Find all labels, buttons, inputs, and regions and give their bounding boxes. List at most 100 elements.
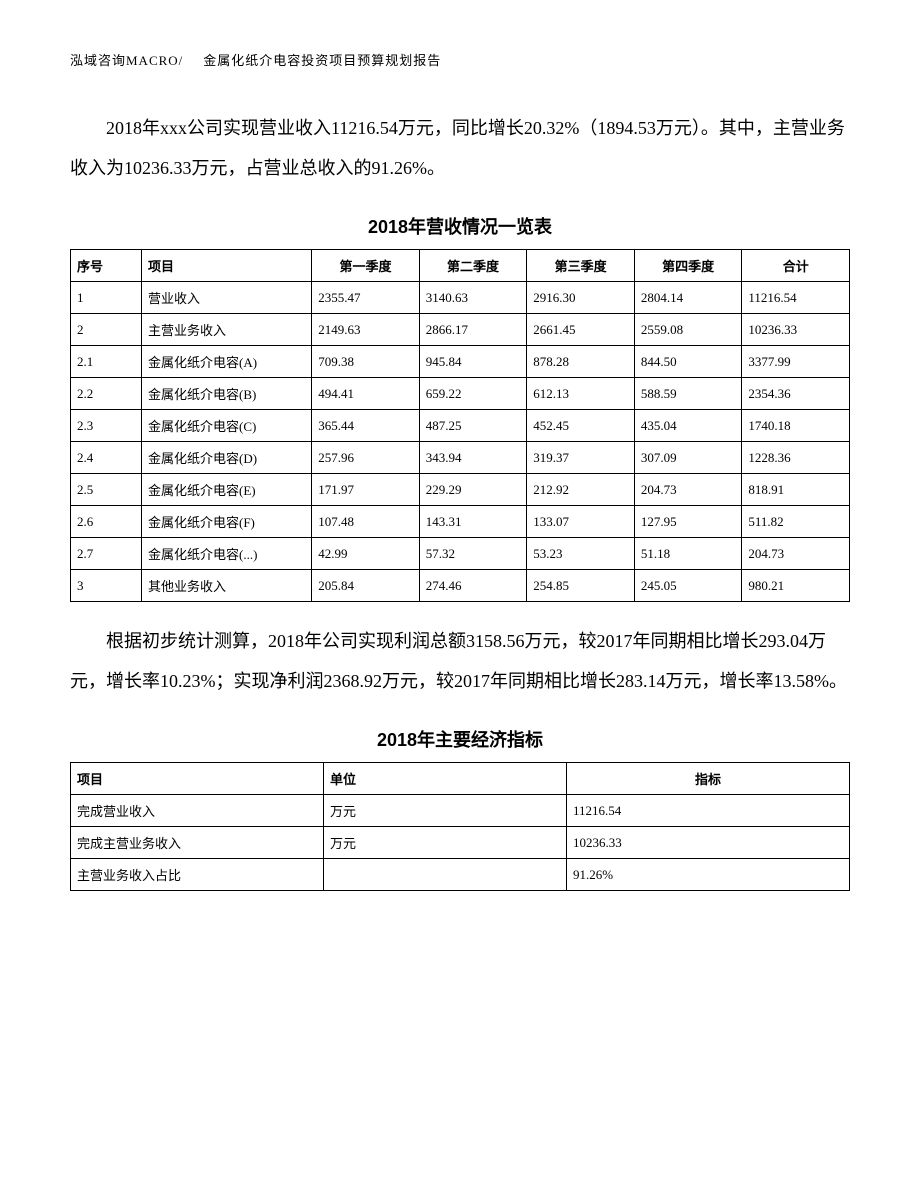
table-cell: 133.07 [527, 506, 635, 538]
table-cell: 金属化纸介电容(A) [142, 346, 312, 378]
col-item: 项目 [71, 763, 324, 795]
table-row: 1营业收入2355.473140.632916.302804.1411216.5… [71, 282, 850, 314]
col-indicator: 指标 [567, 763, 850, 795]
table-cell: 127.95 [634, 506, 742, 538]
table-cell: 980.21 [742, 570, 850, 602]
table-cell: 307.09 [634, 442, 742, 474]
table-cell: 204.73 [634, 474, 742, 506]
table-cell: 2 [71, 314, 142, 346]
table-cell: 1 [71, 282, 142, 314]
table-cell: 494.41 [312, 378, 420, 410]
table2-title: 2018年主要经济指标 [70, 726, 850, 752]
table-cell: 金属化纸介电容(B) [142, 378, 312, 410]
table-row: 2.2金属化纸介电容(B)494.41659.22612.13588.59235… [71, 378, 850, 410]
col-q4: 第四季度 [634, 250, 742, 282]
table-cell: 万元 [324, 795, 567, 827]
table-cell: 金属化纸介电容(F) [142, 506, 312, 538]
table-cell: 主营业务收入占比 [71, 859, 324, 891]
header-company: 泓域咨询MACRO/ [70, 53, 183, 68]
table-cell: 487.25 [419, 410, 527, 442]
table-row: 2.4金属化纸介电容(D)257.96343.94319.37307.09122… [71, 442, 850, 474]
table-cell: 274.46 [419, 570, 527, 602]
header-doc-title: 金属化纸介电容投资项目预算规划报告 [203, 53, 441, 68]
col-q2: 第二季度 [419, 250, 527, 282]
table-cell: 10236.33 [742, 314, 850, 346]
table-cell: 57.32 [419, 538, 527, 570]
table-cell: 588.59 [634, 378, 742, 410]
table-cell: 2355.47 [312, 282, 420, 314]
col-item: 项目 [142, 250, 312, 282]
table-cell: 2661.45 [527, 314, 635, 346]
table-cell: 2.4 [71, 442, 142, 474]
table-cell: 319.37 [527, 442, 635, 474]
table-cell: 945.84 [419, 346, 527, 378]
table-row: 2.1金属化纸介电容(A)709.38945.84878.28844.50337… [71, 346, 850, 378]
table-cell: 452.45 [527, 410, 635, 442]
table-cell: 435.04 [634, 410, 742, 442]
table-cell: 709.38 [312, 346, 420, 378]
table-cell: 205.84 [312, 570, 420, 602]
table-row: 完成主营业务收入万元10236.33 [71, 827, 850, 859]
table-cell: 万元 [324, 827, 567, 859]
table-cell: 143.31 [419, 506, 527, 538]
table-row: 3其他业务收入205.84274.46254.85245.05980.21 [71, 570, 850, 602]
table-row: 2.6金属化纸介电容(F)107.48143.31133.07127.95511… [71, 506, 850, 538]
table1-title: 2018年营收情况一览表 [70, 213, 850, 239]
table-cell: 51.18 [634, 538, 742, 570]
table-cell: 完成营业收入 [71, 795, 324, 827]
table-header-row: 项目 单位 指标 [71, 763, 850, 795]
table-cell: 91.26% [567, 859, 850, 891]
table-cell: 金属化纸介电容(...) [142, 538, 312, 570]
col-total: 合计 [742, 250, 850, 282]
table-cell: 2.3 [71, 410, 142, 442]
table-cell: 204.73 [742, 538, 850, 570]
table-cell: 2.7 [71, 538, 142, 570]
table-row: 2.7金属化纸介电容(...)42.9957.3253.2351.18204.7… [71, 538, 850, 570]
table-cell: 1740.18 [742, 410, 850, 442]
table-cell: 完成主营业务收入 [71, 827, 324, 859]
table-cell: 257.96 [312, 442, 420, 474]
table-cell: 1228.36 [742, 442, 850, 474]
table-cell: 主营业务收入 [142, 314, 312, 346]
table-cell: 11216.54 [742, 282, 850, 314]
table-header-row: 序号 项目 第一季度 第二季度 第三季度 第四季度 合计 [71, 250, 850, 282]
table-cell: 229.29 [419, 474, 527, 506]
col-unit: 单位 [324, 763, 567, 795]
table-cell: 3 [71, 570, 142, 602]
table-cell: 金属化纸介电容(C) [142, 410, 312, 442]
table-cell: 42.99 [312, 538, 420, 570]
table-cell: 金属化纸介电容(E) [142, 474, 312, 506]
revenue-table: 序号 项目 第一季度 第二季度 第三季度 第四季度 合计 1营业收入2355.4… [70, 249, 850, 602]
table-cell: 343.94 [419, 442, 527, 474]
table-cell: 254.85 [527, 570, 635, 602]
table-cell: 818.91 [742, 474, 850, 506]
table-cell: 2866.17 [419, 314, 527, 346]
table-row: 主营业务收入占比 91.26% [71, 859, 850, 891]
table-cell: 10236.33 [567, 827, 850, 859]
table-cell: 612.13 [527, 378, 635, 410]
paragraph-1: 2018年xxx公司实现营业收入11216.54万元，同比增长20.32%（18… [70, 109, 850, 188]
table-cell: 107.48 [312, 506, 420, 538]
table-cell: 2559.08 [634, 314, 742, 346]
table-cell: 金属化纸介电容(D) [142, 442, 312, 474]
table-cell: 53.23 [527, 538, 635, 570]
table-cell: 2.2 [71, 378, 142, 410]
indicators-table: 项目 单位 指标 完成营业收入万元11216.54完成主营业务收入万元10236… [70, 762, 850, 891]
table-row: 2主营业务收入2149.632866.172661.452559.0810236… [71, 314, 850, 346]
table-cell: 212.92 [527, 474, 635, 506]
table-cell: 3377.99 [742, 346, 850, 378]
table-cell: 2804.14 [634, 282, 742, 314]
table1-body: 1营业收入2355.473140.632916.302804.1411216.5… [71, 282, 850, 602]
table-cell: 3140.63 [419, 282, 527, 314]
table-cell: 营业收入 [142, 282, 312, 314]
table-cell: 245.05 [634, 570, 742, 602]
table-cell: 2.5 [71, 474, 142, 506]
table-row: 完成营业收入万元11216.54 [71, 795, 850, 827]
table-row: 2.3金属化纸介电容(C)365.44487.25452.45435.04174… [71, 410, 850, 442]
table-cell: 2916.30 [527, 282, 635, 314]
table-cell: 659.22 [419, 378, 527, 410]
table-cell: 878.28 [527, 346, 635, 378]
page-header: 泓域咨询MACRO/金属化纸介电容投资项目预算规划报告 [70, 50, 850, 69]
table-cell: 2354.36 [742, 378, 850, 410]
table-cell: 其他业务收入 [142, 570, 312, 602]
